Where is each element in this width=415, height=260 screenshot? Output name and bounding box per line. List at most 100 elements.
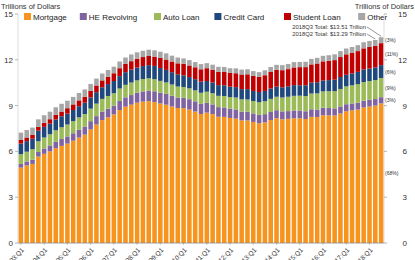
bar-segment [30, 135, 35, 139]
x-tick-label: 05:Q1 [54, 246, 72, 260]
bar-segment [117, 76, 122, 88]
bar-segment [286, 97, 291, 111]
bar-segment [222, 72, 227, 85]
bar-segment [170, 85, 175, 96]
bar-segment [373, 67, 378, 80]
bar-segment [263, 122, 268, 243]
bar-segment [274, 65, 279, 70]
bar-segment [210, 93, 215, 104]
bar-segment [187, 110, 192, 243]
bar-segment [210, 70, 215, 83]
bar-segment [146, 50, 151, 56]
legend-swatch [80, 13, 87, 20]
bar-segment [350, 110, 355, 243]
bar-segment [135, 59, 140, 68]
bar-segment [83, 135, 88, 243]
y2-tick-label: 12 [398, 56, 407, 65]
bar-segment [367, 107, 372, 243]
bar-segment [239, 70, 244, 75]
bar-segment [42, 154, 47, 243]
bar-segment [344, 54, 349, 74]
bar-segment [210, 65, 215, 70]
x-tick-label: 03:Q1 [8, 246, 26, 260]
bar-segment [268, 67, 273, 72]
bar-segment [228, 118, 233, 243]
bar-segment [373, 46, 378, 68]
bar-segment [59, 104, 64, 112]
bar-segment [30, 139, 35, 150]
bar-segment [59, 146, 64, 243]
bar-segment [129, 61, 134, 69]
chart: Trillions of DollarsTrillions of Dollars… [0, 0, 415, 260]
bar-segment [83, 89, 88, 96]
x-tick [113, 243, 114, 245]
bar-segment [88, 84, 93, 91]
bar-segment [222, 67, 227, 72]
bar-segment [123, 107, 128, 243]
bar-segment [158, 81, 163, 93]
bar-segment [152, 91, 157, 102]
bar-segment [152, 79, 157, 91]
bar-segment [193, 112, 198, 243]
bar-segment [71, 110, 76, 121]
bar-segment [170, 56, 175, 62]
bar-segment [361, 48, 366, 69]
annotation-arrow [367, 27, 381, 36]
bar-segment [245, 69, 250, 74]
bar-segment [315, 117, 320, 243]
bar-segment [48, 151, 53, 243]
bar-segment [141, 66, 146, 79]
bar-segment [65, 144, 70, 243]
bar-segment [123, 85, 128, 98]
bar-segment [205, 113, 210, 243]
bar-segment [164, 59, 169, 69]
bar-segment [367, 81, 372, 100]
bar-segment [263, 75, 268, 91]
y2-tick [384, 59, 387, 60]
bar-segment [152, 102, 157, 243]
bar-segment [239, 74, 244, 89]
share-label: (3%) [385, 37, 396, 43]
bar-segment [112, 106, 117, 115]
bar-segment [158, 68, 163, 81]
bar-segment [88, 109, 93, 122]
bar-segment [309, 109, 314, 117]
x-tick [44, 243, 45, 245]
bar-segment [19, 144, 24, 155]
bar-segment [321, 81, 326, 92]
legend-label: Student Loan [293, 13, 341, 22]
bar-segment [158, 52, 163, 58]
bar-segment [332, 80, 337, 91]
bar-segment [216, 107, 221, 117]
bar-segment [205, 103, 210, 113]
bar-segment [251, 113, 256, 122]
bar-segment [350, 73, 355, 85]
bar-segment [280, 65, 285, 70]
bar-segment [175, 63, 180, 74]
bar-segment [77, 138, 82, 243]
bar-segment [48, 119, 53, 123]
bar-segment [170, 107, 175, 243]
bar-segment [234, 68, 239, 73]
bar-segment [361, 69, 366, 82]
bar-segment [42, 115, 47, 123]
bar-segment [210, 83, 215, 94]
bar-segment [297, 118, 302, 243]
bar-segment [303, 119, 308, 243]
bar-segment [100, 112, 105, 121]
x-tick [20, 243, 21, 245]
bar-segment [187, 77, 192, 88]
x-tick [346, 243, 347, 245]
bar-segment [30, 128, 35, 135]
bar-segment [48, 112, 53, 119]
bar-segment [297, 96, 302, 111]
bar-segment [350, 53, 355, 73]
bar-segment [175, 58, 180, 64]
bar-segment [286, 64, 291, 69]
bar-segment [77, 117, 82, 130]
bar-segment [263, 114, 268, 122]
bar-segment [228, 73, 233, 87]
bar-segment [106, 84, 111, 96]
share-label: (11%) [385, 51, 398, 57]
bar-segment [129, 70, 134, 83]
